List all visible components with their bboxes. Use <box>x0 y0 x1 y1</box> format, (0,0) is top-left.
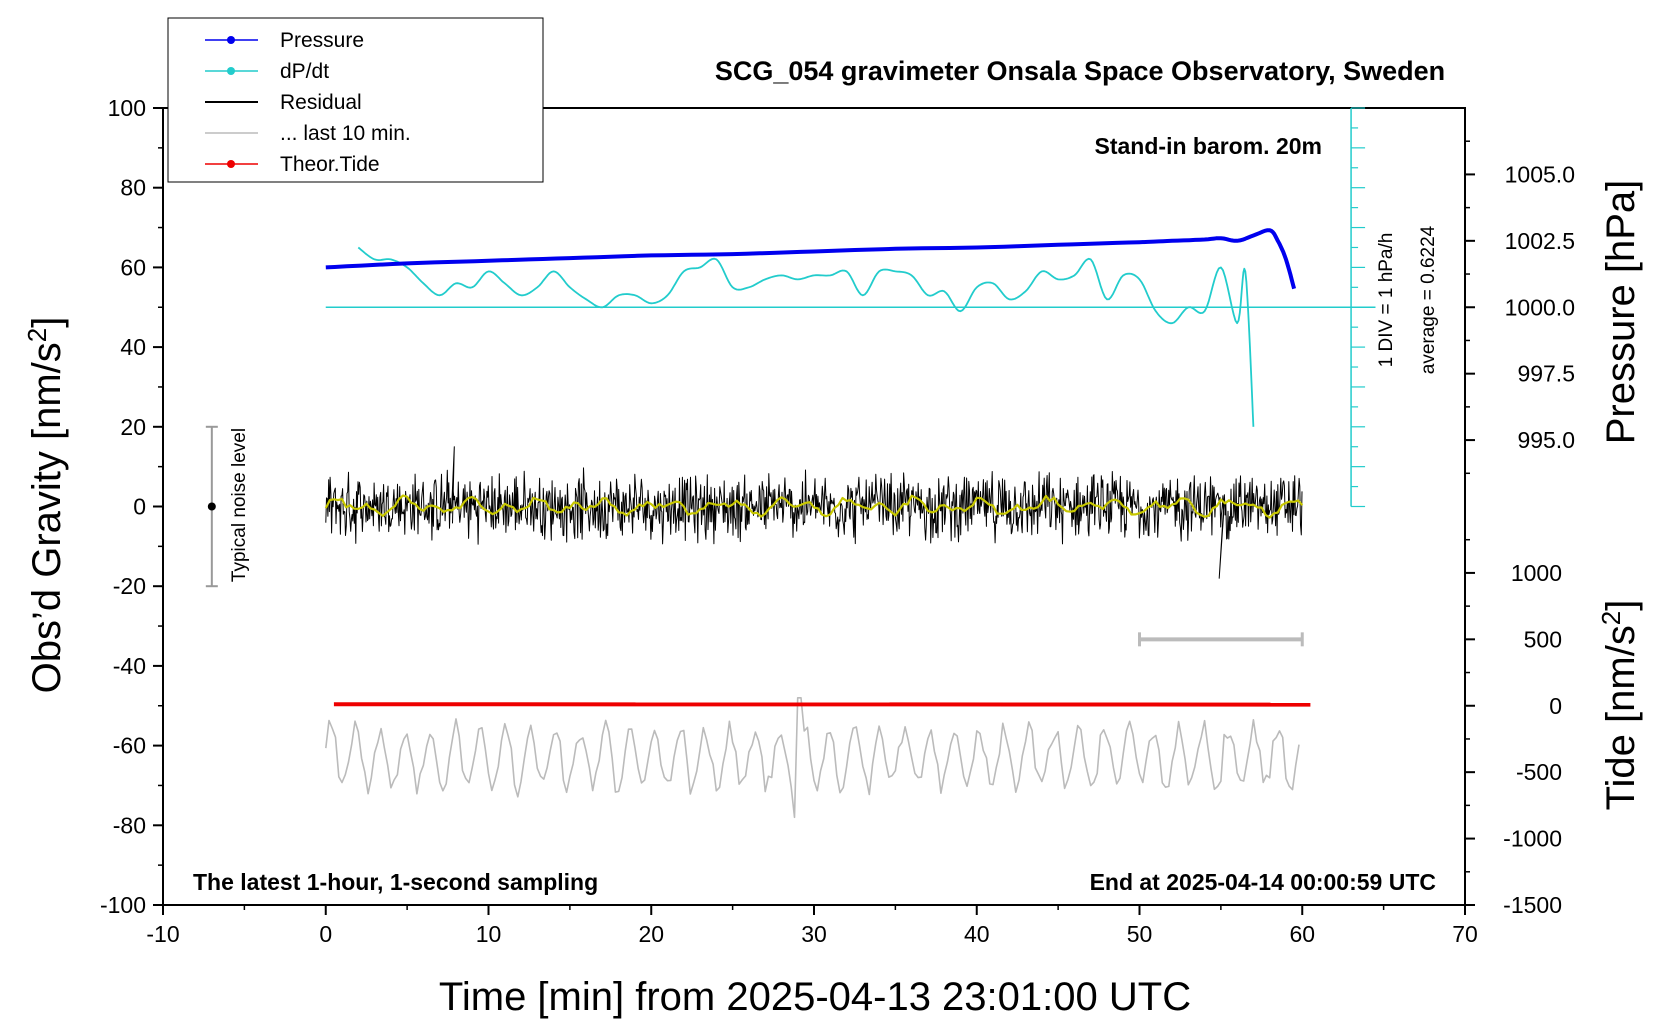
pressure-tick-label: 1002.5 <box>1505 228 1575 254</box>
y-tick-label: -60 <box>113 733 146 759</box>
x-tick-label: 10 <box>476 921 502 947</box>
y-axis-left: 100 80 60 40 20 0 -20 -40 -60 -80 -100 <box>100 95 163 918</box>
last-10-min-bar <box>1138 632 1304 647</box>
tide-tick-label: 500 <box>1524 626 1562 652</box>
average-label: average = 0.6224 <box>1418 225 1439 374</box>
pressure-tick-label: 995.0 <box>1517 427 1575 453</box>
pressure-line <box>325 228 1297 290</box>
x-tick-label: 70 <box>1452 921 1478 947</box>
legend-label: dP/dt <box>280 60 329 83</box>
y-left-title-superscript: 2 <box>22 328 52 342</box>
legend-marker <box>227 67 235 75</box>
last-10-min-line <box>325 697 1300 819</box>
y-tick-label: -100 <box>100 892 146 918</box>
x-tick-label: 20 <box>638 921 664 947</box>
footer-left-note: The latest 1-hour, 1-second sampling <box>193 869 598 895</box>
x-tick-label: 40 <box>964 921 990 947</box>
x-tick-label: -10 <box>146 921 179 947</box>
tide-tick-label: -1500 <box>1503 892 1562 918</box>
pressure-tick-label: 997.5 <box>1517 361 1575 387</box>
y-tick-label: -20 <box>113 573 146 599</box>
tide-title-close: ] <box>1599 600 1643 611</box>
x-tick-label: 50 <box>1127 921 1153 947</box>
y-tick-label: -80 <box>113 812 146 838</box>
legend-marker <box>227 160 235 168</box>
legend-box <box>167 17 544 183</box>
legend-label: Pressure <box>280 29 364 52</box>
noise-level-label: Typical noise level <box>229 428 250 582</box>
legend-marker <box>227 36 235 44</box>
footer-right-note: End at 2025-04-14 00:00:59 UTC <box>1090 869 1436 895</box>
barometer-note: Stand-in barom. 20m <box>1095 133 1322 159</box>
y-tick-label: -40 <box>113 653 146 679</box>
x-axis: -10 0 10 20 30 40 50 60 70 <box>146 905 1478 947</box>
tide-tick-label: 1000 <box>1511 560 1562 586</box>
legend-label: ... last 10 min. <box>280 122 411 145</box>
residual-smoothed-line <box>324 494 1304 519</box>
y-tick-label: 40 <box>120 334 146 360</box>
pressure-axis: 1005.0 1002.5 1000.0 997.5 995.0 <box>1465 140 1575 475</box>
x-tick-label: 30 <box>801 921 827 947</box>
div-scale-label: 1 DIV = 1 hPa/h <box>1376 233 1397 368</box>
dpdt-line <box>357 246 1255 427</box>
x-tick-label: 0 <box>319 921 332 947</box>
y-left-title-close: ] <box>25 317 69 328</box>
y-tick-label: 80 <box>120 175 146 201</box>
y-tick-label: 0 <box>133 494 146 520</box>
tide-tick-label: -500 <box>1516 759 1562 785</box>
y-tick-label: 60 <box>120 254 146 280</box>
residual-line <box>325 446 1303 579</box>
y-tick-label: 20 <box>120 414 146 440</box>
tide-title-text: Tide [nm/s <box>1599 625 1643 810</box>
tide-axis-title: Tide [nm/s2] <box>1596 600 1643 811</box>
pressure-axis-title: Pressure [hPa] <box>1599 180 1643 445</box>
y-left-title-text: Obs’d Gravity [nm/s <box>25 342 69 693</box>
x-axis-title: Time [min] from 2025-04-13 23:01:00 UTC <box>439 975 1191 1019</box>
legend-label: Residual <box>280 91 362 114</box>
noise-center-dot <box>207 502 216 511</box>
legend-label: Theor.Tide <box>280 153 380 176</box>
tide-tick-label: 0 <box>1549 693 1562 719</box>
tide-axis: 1000 500 0 -500 -1000 -1500 <box>1465 538 1562 918</box>
tide-title-superscript: 2 <box>1596 611 1626 625</box>
noise-level-indicator <box>205 425 218 588</box>
legend: Pressure dP/dt Residual ... last 10 min. The… <box>167 17 544 183</box>
series-layer <box>324 228 1311 819</box>
x-tick-label: 60 <box>1289 921 1315 947</box>
y-tick-label: 100 <box>108 95 146 121</box>
tide-tick-label: -1000 <box>1503 826 1562 852</box>
pressure-tick-label: 1005.0 <box>1505 161 1575 187</box>
dpdt-scale <box>325 107 1376 508</box>
y-axis-left-title: Obs’d Gravity [nm/s2] <box>22 317 69 694</box>
pressure-tick-label: 1000.0 <box>1505 294 1575 320</box>
chart-title: SCG_054 gravimeter Onsala Space Observat… <box>715 56 1445 86</box>
